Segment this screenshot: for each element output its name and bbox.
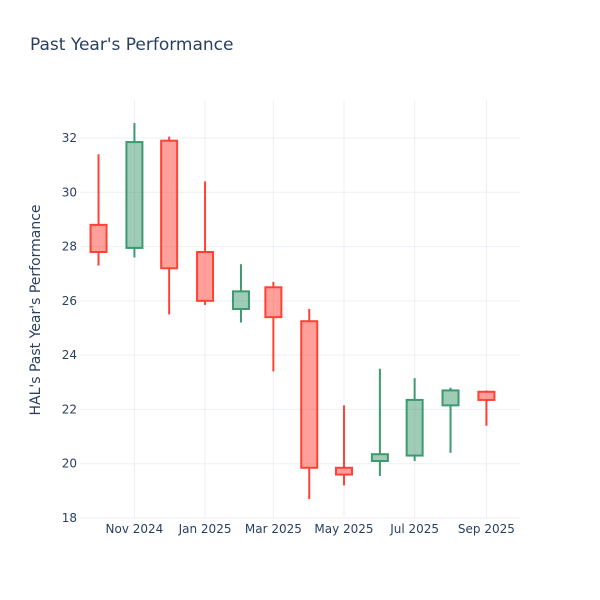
- candle: [196, 181, 215, 305]
- y-tick-label: 28: [62, 240, 77, 254]
- candle-body: [231, 290, 250, 311]
- chart-title: Past Year's Performance: [30, 35, 234, 55]
- candle: [405, 378, 424, 461]
- y-tick-label: 20: [62, 457, 77, 471]
- y-tick-label: 24: [62, 348, 77, 362]
- x-tick-label: Jan 2025: [178, 522, 232, 536]
- candle: [370, 368, 389, 476]
- y-tick-label: 22: [62, 402, 77, 416]
- y-tick-label: 26: [62, 294, 77, 308]
- candle: [477, 390, 496, 426]
- candle-body: [160, 139, 179, 270]
- candles: [89, 123, 496, 499]
- candle-body: [89, 223, 108, 254]
- y-tick-label: 30: [62, 185, 77, 199]
- candle-body: [405, 398, 424, 457]
- candle-body: [196, 251, 215, 302]
- candle-body: [335, 466, 353, 476]
- y-tick-label: 18: [62, 511, 77, 525]
- candle: [160, 136, 179, 315]
- candle-body: [125, 141, 144, 249]
- candle-body: [477, 390, 496, 401]
- y-axis-label: HAL's Past Year's Performance: [28, 204, 44, 415]
- candle-body: [441, 389, 460, 407]
- candle: [300, 309, 319, 499]
- y-axis-ticks: 18 20 22 24 26 28 30 32: [62, 131, 77, 525]
- candle-body: [370, 453, 389, 463]
- x-axis-ticks: Nov 2024 Jan 2025 Mar 2025 May 2025 Jul 2025…: [106, 522, 515, 536]
- candle: [441, 387, 460, 453]
- candle: [125, 123, 144, 258]
- x-tick-label: Sep 2025: [458, 522, 515, 536]
- x-tick-label: Jul 2025: [389, 522, 439, 536]
- candle: [89, 154, 108, 266]
- candle: [264, 281, 283, 372]
- candle-body: [264, 286, 283, 319]
- candle: [231, 264, 250, 323]
- candle-body: [300, 320, 319, 469]
- y-tick-label: 32: [62, 131, 77, 145]
- x-tick-label: Nov 2024: [106, 522, 164, 536]
- x-tick-label: Mar 2025: [245, 522, 302, 536]
- x-tick-label: May 2025: [314, 522, 373, 536]
- candle: [335, 405, 353, 486]
- grid: [80, 100, 520, 519]
